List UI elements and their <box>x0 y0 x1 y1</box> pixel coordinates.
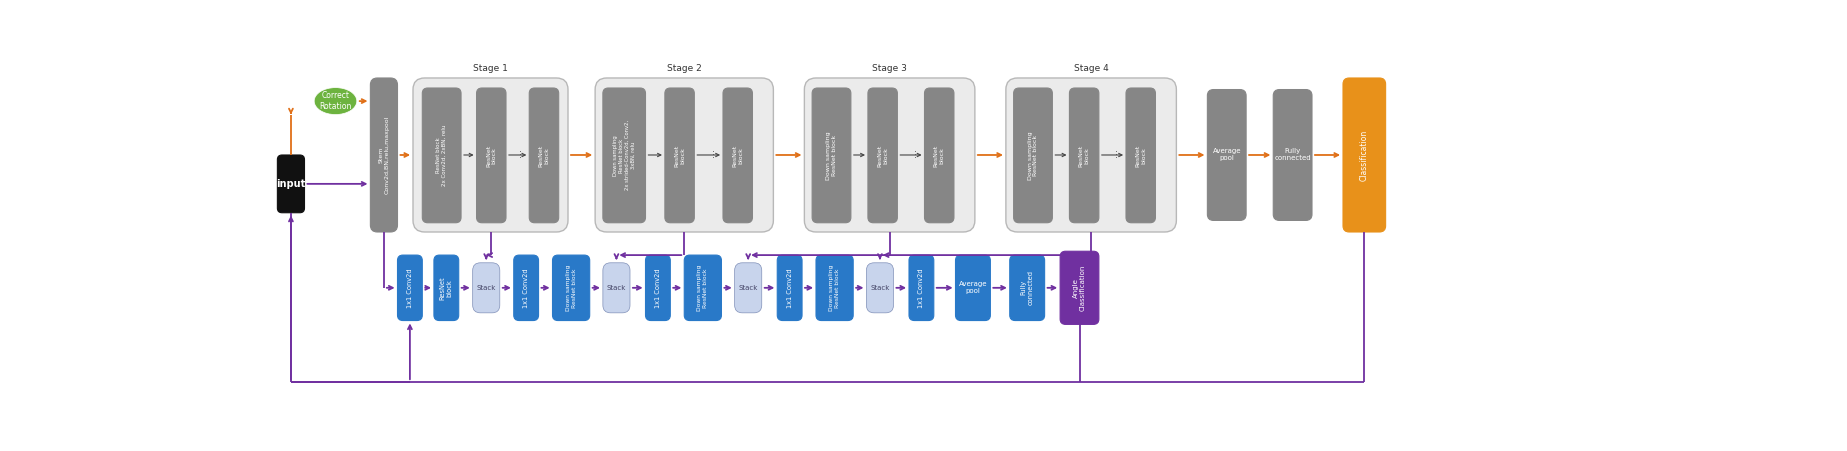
FancyBboxPatch shape <box>1060 251 1099 324</box>
FancyBboxPatch shape <box>722 88 752 223</box>
Text: ResNet
block: ResNet block <box>935 144 944 166</box>
Text: Classification: Classification <box>1359 129 1369 180</box>
Text: ResNet
block: ResNet block <box>486 144 497 166</box>
Text: Stage 3: Stage 3 <box>872 64 907 74</box>
FancyBboxPatch shape <box>805 78 975 232</box>
Text: Correct
Rotation: Correct Rotation <box>320 92 351 111</box>
Text: 1x1 Conv2d: 1x1 Conv2d <box>787 268 792 308</box>
Text: Stack: Stack <box>608 285 626 291</box>
Text: Down sampling
ResNet block: Down sampling ResNet block <box>1027 131 1038 179</box>
FancyBboxPatch shape <box>552 255 589 321</box>
FancyBboxPatch shape <box>925 88 953 223</box>
Text: Stage 2: Stage 2 <box>667 64 702 74</box>
Text: 1x1 Conv2d: 1x1 Conv2d <box>656 268 661 308</box>
Text: Stage 4: Stage 4 <box>1073 64 1108 74</box>
FancyBboxPatch shape <box>277 155 305 213</box>
FancyBboxPatch shape <box>735 263 761 313</box>
Text: Down sampling
ResNet block: Down sampling ResNet block <box>565 265 576 311</box>
Text: 1x1 Conv2d: 1x1 Conv2d <box>918 268 924 308</box>
FancyBboxPatch shape <box>1069 88 1099 223</box>
Text: ResNet
block: ResNet block <box>440 276 453 299</box>
FancyBboxPatch shape <box>868 88 898 223</box>
FancyBboxPatch shape <box>1014 88 1053 223</box>
FancyBboxPatch shape <box>909 255 935 321</box>
FancyBboxPatch shape <box>866 263 894 313</box>
Text: ...: ... <box>909 148 918 157</box>
FancyBboxPatch shape <box>683 255 722 321</box>
Text: ResNet
block: ResNet block <box>1136 144 1147 166</box>
FancyBboxPatch shape <box>1010 255 1045 321</box>
FancyBboxPatch shape <box>1343 78 1385 232</box>
Text: Down sampling
ResNet block
2x strided-Conv2d, Conv2,
3xBN, relu: Down sampling ResNet block 2x strided-Co… <box>613 120 635 190</box>
FancyBboxPatch shape <box>665 88 694 223</box>
Text: Average
pool: Average pool <box>959 281 986 295</box>
Text: ...: ... <box>1110 148 1119 157</box>
Text: ...: ... <box>513 148 523 157</box>
FancyBboxPatch shape <box>423 88 462 223</box>
Text: ResNet
block: ResNet block <box>539 144 549 166</box>
Text: Down sampling
ResNet block: Down sampling ResNet block <box>698 265 707 311</box>
FancyBboxPatch shape <box>778 255 802 321</box>
Text: ResNet
block: ResNet block <box>674 144 685 166</box>
FancyBboxPatch shape <box>645 255 670 321</box>
Text: Stack: Stack <box>739 285 757 291</box>
Text: ...: ... <box>706 148 717 157</box>
FancyBboxPatch shape <box>477 88 506 223</box>
FancyBboxPatch shape <box>602 88 645 223</box>
Text: ResNet
block: ResNet block <box>877 144 888 166</box>
Text: Down sampling
ResNet block: Down sampling ResNet block <box>826 131 837 179</box>
Text: Down sampling
ResNet block: Down sampling ResNet block <box>829 265 840 311</box>
Text: Fully
connected: Fully connected <box>1021 270 1034 305</box>
Text: 1x1 Conv2d: 1x1 Conv2d <box>406 268 414 308</box>
Text: input: input <box>277 179 305 189</box>
FancyBboxPatch shape <box>397 255 423 321</box>
Text: Angle
Classification: Angle Classification <box>1073 265 1086 311</box>
FancyBboxPatch shape <box>434 255 458 321</box>
Text: ResNet
block: ResNet block <box>1079 144 1090 166</box>
Text: Stack: Stack <box>477 285 497 291</box>
Ellipse shape <box>314 87 356 115</box>
FancyBboxPatch shape <box>513 255 539 321</box>
FancyBboxPatch shape <box>414 78 569 232</box>
Text: Stem
Conv2d,BN,relu,maxpool: Stem Conv2d,BN,relu,maxpool <box>379 116 390 194</box>
FancyBboxPatch shape <box>955 255 990 321</box>
Text: Stage 1: Stage 1 <box>473 64 508 74</box>
FancyBboxPatch shape <box>371 78 397 232</box>
FancyBboxPatch shape <box>813 88 851 223</box>
Text: ResNet
block: ResNet block <box>731 144 742 166</box>
Text: Stack: Stack <box>870 285 890 291</box>
Text: Fully
connected: Fully connected <box>1274 148 1311 161</box>
FancyBboxPatch shape <box>530 88 558 223</box>
FancyBboxPatch shape <box>1007 78 1177 232</box>
FancyBboxPatch shape <box>1208 90 1247 221</box>
FancyBboxPatch shape <box>595 78 774 232</box>
FancyBboxPatch shape <box>1273 90 1311 221</box>
Text: Average
pool: Average pool <box>1212 148 1241 161</box>
FancyBboxPatch shape <box>816 255 853 321</box>
FancyBboxPatch shape <box>602 263 630 313</box>
Text: 1x1 Conv2d: 1x1 Conv2d <box>523 268 528 308</box>
Text: ResNet block
2x Conv2d, 2xBN, relu: ResNet block 2x Conv2d, 2xBN, relu <box>436 124 447 186</box>
FancyBboxPatch shape <box>473 263 501 313</box>
FancyBboxPatch shape <box>1127 88 1156 223</box>
